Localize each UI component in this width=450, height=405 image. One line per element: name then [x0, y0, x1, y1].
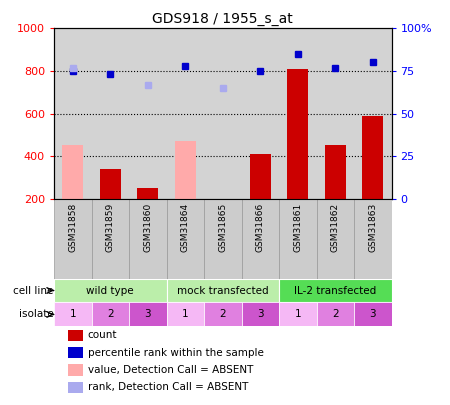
Bar [362, 116, 383, 199]
Bar [166, 199, 204, 279]
Bar [242, 199, 279, 279]
Text: wild type: wild type [86, 286, 134, 296]
Bar [354, 303, 392, 326]
Bar [279, 279, 392, 303]
Text: GSM31859: GSM31859 [106, 202, 115, 252]
Text: 1: 1 [182, 309, 189, 320]
Text: GSM31864: GSM31864 [181, 202, 190, 252]
Bar [204, 303, 242, 326]
Text: GSM31863: GSM31863 [368, 202, 377, 252]
Bar [137, 188, 158, 199]
Text: GSM31861: GSM31861 [293, 202, 302, 252]
Bar [316, 199, 354, 279]
Bar [68, 330, 83, 341]
Bar [279, 199, 316, 279]
Text: GSM31866: GSM31866 [256, 202, 265, 252]
Text: 3: 3 [144, 309, 151, 320]
Text: IL-2 transfected: IL-2 transfected [294, 286, 376, 296]
Bar [325, 145, 346, 199]
Bar [354, 199, 392, 279]
Bar [212, 199, 233, 209]
Bar [54, 303, 91, 326]
Text: 1: 1 [294, 309, 301, 320]
Bar [250, 154, 270, 199]
Bar [166, 279, 279, 303]
Bar [316, 303, 354, 326]
Text: mock transfected: mock transfected [177, 286, 269, 296]
Bar [91, 199, 129, 279]
Text: 3: 3 [369, 309, 376, 320]
Text: GSM31858: GSM31858 [68, 202, 77, 252]
Bar [68, 347, 83, 358]
Bar [100, 169, 121, 199]
Text: GSM31860: GSM31860 [143, 202, 152, 252]
Bar [129, 199, 166, 279]
Text: value, Detection Call = ABSENT: value, Detection Call = ABSENT [88, 364, 253, 375]
Bar [68, 364, 83, 375]
Text: 1: 1 [69, 309, 76, 320]
Text: percentile rank within the sample: percentile rank within the sample [88, 347, 264, 358]
Bar [204, 199, 242, 279]
Text: cell line: cell line [13, 286, 53, 296]
Bar [279, 303, 316, 326]
Bar [54, 199, 91, 279]
Title: GDS918 / 1955_s_at: GDS918 / 1955_s_at [153, 12, 293, 26]
Bar [175, 141, 196, 199]
Bar [68, 382, 83, 393]
Bar [129, 303, 166, 326]
Text: 3: 3 [257, 309, 264, 320]
Text: count: count [88, 330, 117, 340]
Bar [54, 279, 166, 303]
Text: GSM31862: GSM31862 [331, 202, 340, 252]
Bar [63, 145, 83, 199]
Bar [166, 303, 204, 326]
Bar [242, 303, 279, 326]
Text: 2: 2 [107, 309, 113, 320]
Bar [91, 303, 129, 326]
Text: 2: 2 [220, 309, 226, 320]
Text: GSM31865: GSM31865 [218, 202, 227, 252]
Bar [288, 69, 308, 199]
Text: 2: 2 [332, 309, 338, 320]
Text: rank, Detection Call = ABSENT: rank, Detection Call = ABSENT [88, 382, 248, 392]
Text: isolate: isolate [18, 309, 53, 320]
